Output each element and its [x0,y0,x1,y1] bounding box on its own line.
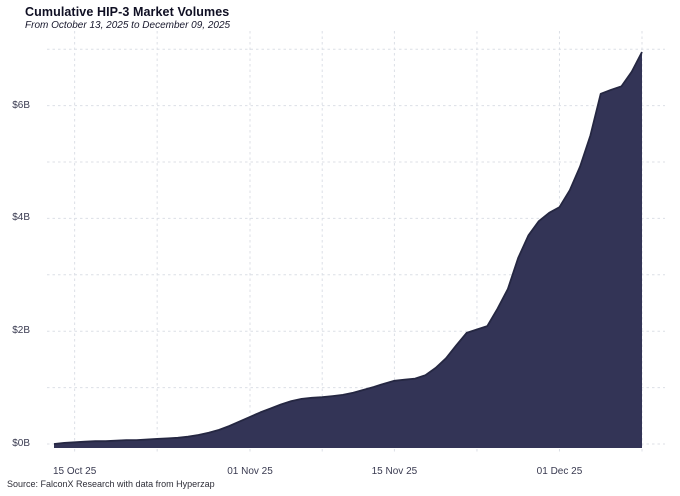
chart-title: Cumulative HIP-3 Market Volumes [25,5,230,19]
source-note: Source: FalconX Research with data from … [7,479,215,489]
y-tick-label: $4B [12,212,30,224]
cumulative-volume-area-series [53,51,643,448]
area-edge-line [53,51,643,445]
y-tick-label: $0B [12,438,30,449]
y-tick-label: $2B [12,325,30,337]
area-fill [54,52,642,448]
x-tick-label: 15 Oct 25 [52,466,97,477]
x-tick-label: 01 Nov 25 [227,466,273,477]
x-tick-label: 01 Dec 25 [536,466,583,477]
x-tick-label: 15 Nov 25 [371,466,418,477]
chart-subtitle: From October 13, 2025 to December 09, 20… [25,20,231,31]
y-tick-label: $6B [12,99,30,111]
